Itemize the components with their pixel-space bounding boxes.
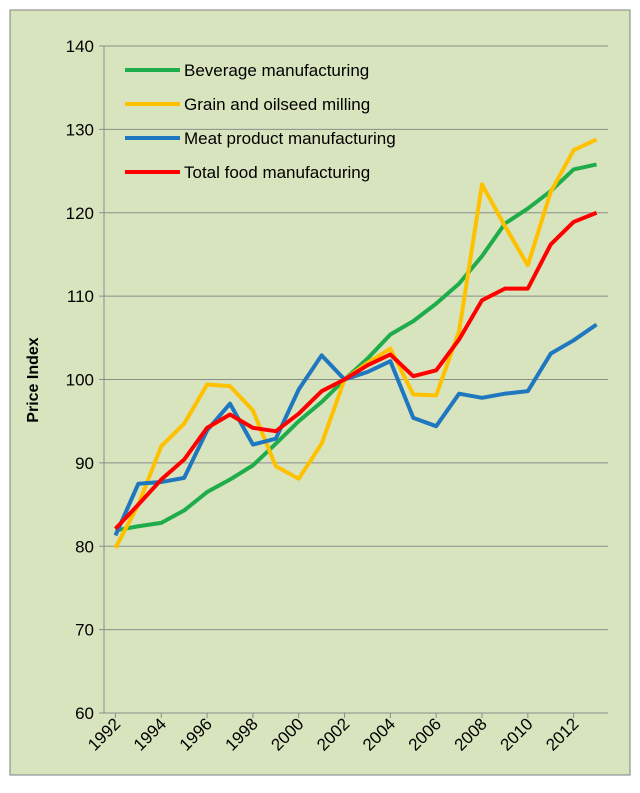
legend-label: Meat product manufacturing [184, 129, 396, 148]
y-tick-label: 100 [66, 371, 94, 390]
y-tick-label: 90 [75, 454, 94, 473]
y-tick-label: 60 [75, 704, 94, 723]
y-tick-label: 70 [75, 621, 94, 640]
y-tick-label: 120 [66, 204, 94, 223]
y-tick-label: 130 [66, 120, 94, 139]
legend-label: Beverage manufacturing [184, 61, 369, 80]
y-tick-label: 110 [67, 287, 94, 306]
legend-label: Grain and oilseed milling [184, 95, 370, 114]
series-line [113, 322, 598, 537]
series-line [114, 210, 598, 531]
y-axis-label: Price Index [25, 337, 42, 422]
y-tick-label: 80 [75, 537, 94, 556]
legend-label: Total food manufacturing [184, 163, 370, 182]
y-tick-label: 140 [66, 37, 94, 56]
